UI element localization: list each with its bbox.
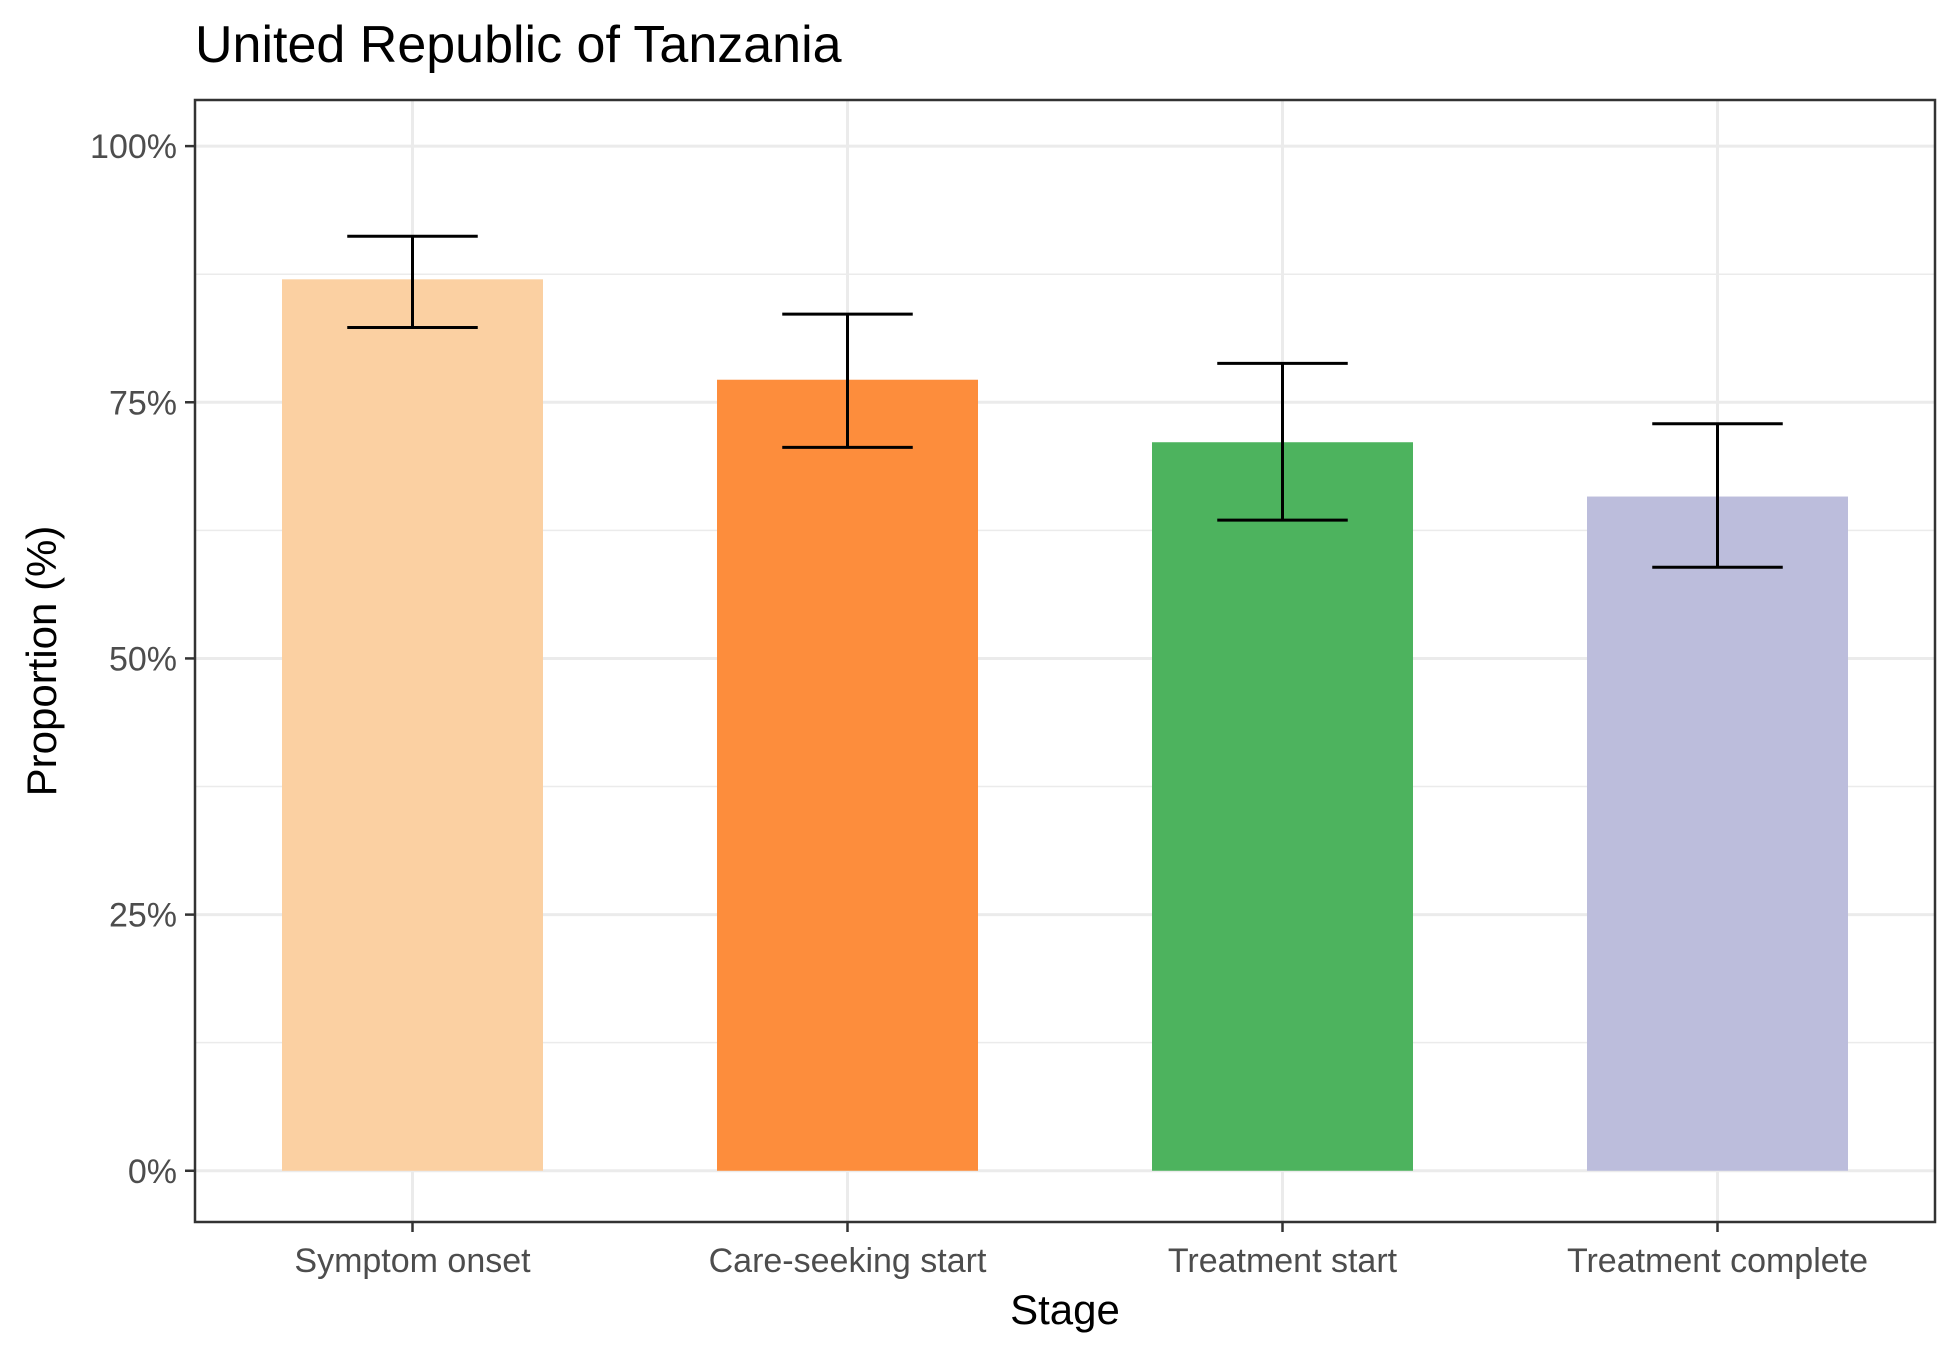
panel-border [193,98,1937,1224]
chart-title: United Republic of Tanzania [195,16,842,74]
error-bars [347,234,1783,569]
y-tick-label: 50% [109,640,177,678]
error-bar [782,312,913,449]
bar-treatment-start [1152,442,1413,1171]
y-tick-label: 75% [109,384,177,422]
x-tick-label: Treatment start [1168,1242,1398,1280]
error-bar [347,234,478,329]
error-bar [1652,422,1783,569]
bar-symptom-onset [282,279,543,1171]
x-tick-label: Care-seeking start [709,1242,987,1280]
bars [282,279,1848,1171]
axis-ticks: 0% 25% 50% 75% 100% Symptom onset Care-seeking… [90,128,1868,1280]
bar-treatment-complete [1587,496,1848,1171]
y-tick-label: 0% [128,1153,177,1191]
error-bar [1217,361,1348,522]
x-tick-label: Treatment complete [1567,1242,1868,1280]
x-tick-label: Symptom onset [294,1242,531,1280]
y-tick-label: 100% [90,128,177,166]
bar-care-seeking-start [717,379,978,1171]
x-axis-title: Stage [1010,1286,1120,1333]
y-tick-label: 25% [109,897,177,935]
y-axis-title: Proportion (%) [18,526,65,797]
